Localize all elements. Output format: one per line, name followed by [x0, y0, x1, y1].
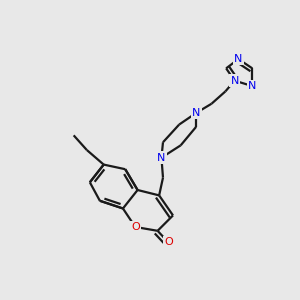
Text: O: O [131, 222, 140, 232]
Text: N: N [234, 54, 243, 64]
Text: N: N [230, 76, 239, 86]
Text: N: N [157, 153, 166, 163]
Text: N: N [248, 81, 256, 91]
Text: N: N [192, 108, 200, 118]
Text: O: O [164, 237, 173, 248]
